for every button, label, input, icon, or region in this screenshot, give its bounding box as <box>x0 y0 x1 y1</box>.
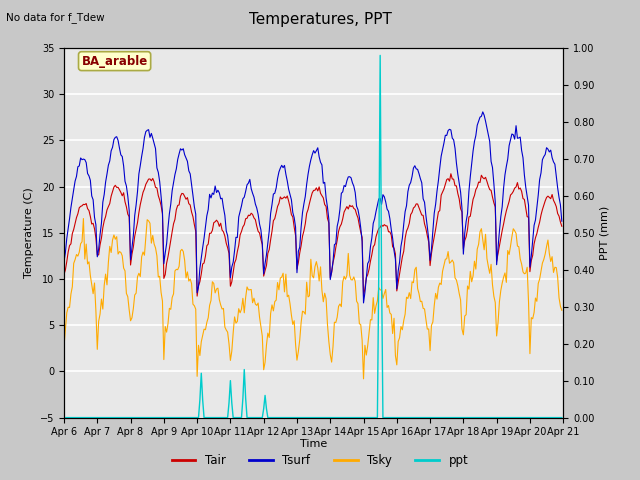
Y-axis label: Temperature (C): Temperature (C) <box>24 187 35 278</box>
Y-axis label: PPT (mm): PPT (mm) <box>600 205 610 260</box>
Text: Temperatures, PPT: Temperatures, PPT <box>248 12 392 27</box>
Text: BA_arable: BA_arable <box>81 55 148 68</box>
X-axis label: Time: Time <box>300 439 327 449</box>
Legend: Tair, Tsurf, Tsky, ppt: Tair, Tsurf, Tsky, ppt <box>167 449 473 472</box>
Text: No data for f_Tdew: No data for f_Tdew <box>6 12 105 23</box>
